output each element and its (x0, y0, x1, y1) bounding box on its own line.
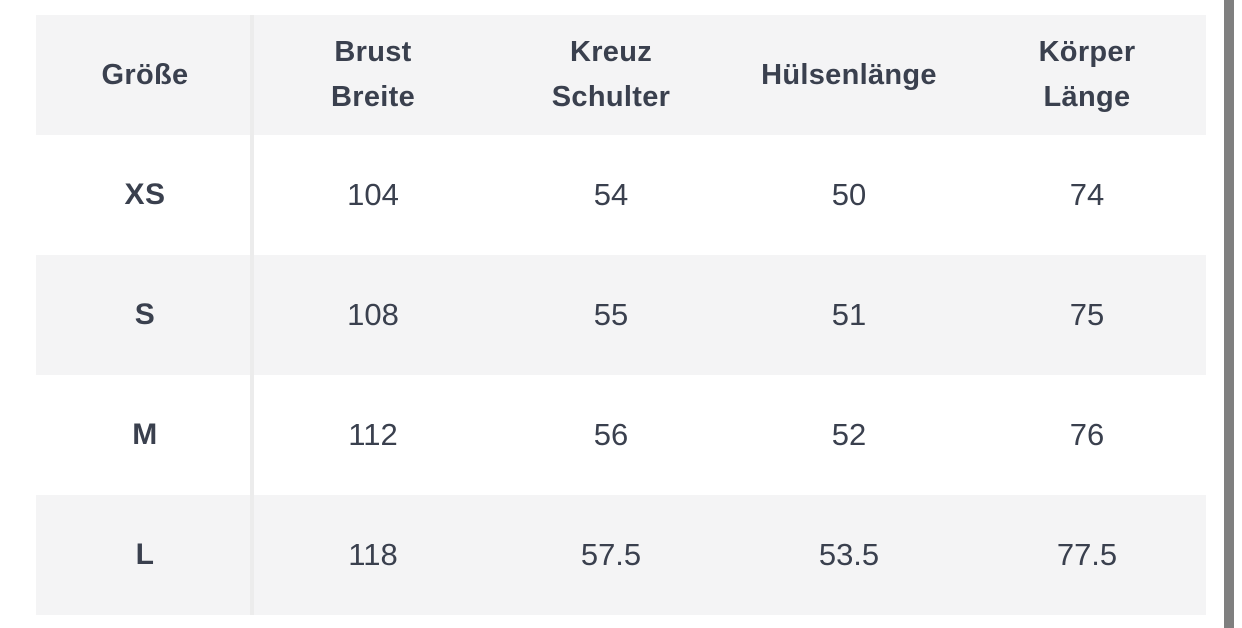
table-cell: 50 (831, 177, 867, 212)
table-cell: 77.5 (1056, 537, 1118, 572)
table-header-row: Größe Brust Breite Kreuz Schulter Hülsen… (36, 15, 1206, 135)
column-header-huelsenlaenge: Hülsenlänge (761, 58, 937, 91)
column-header-koerper-laenge: Körper Länge (1038, 36, 1136, 113)
table-cell: 54 (593, 177, 629, 212)
table-row-s: S 108 55 51 75 (36, 255, 1206, 375)
table-cell: 75 (1069, 297, 1105, 332)
table-cell: 57.5 (580, 537, 642, 572)
row-size-label: L (135, 538, 155, 571)
table-cell: 56 (593, 417, 629, 452)
table-cell: 118 (348, 537, 398, 572)
table-cell: 52 (831, 417, 867, 452)
column-header-groesse: Größe (101, 58, 189, 91)
vertical-scrollbar[interactable] (1224, 0, 1234, 628)
table-cell: 53.5 (818, 537, 880, 572)
table-cell: 112 (348, 417, 398, 452)
table-cell: 51 (831, 297, 867, 332)
table-row-m: M 112 56 52 76 (36, 375, 1206, 495)
table-cell: 74 (1069, 177, 1105, 212)
table-cell: 55 (593, 297, 629, 332)
table-row-l: L 118 57.5 53.5 77.5 (36, 495, 1206, 615)
column-header-brust-breite: Brust Breite (331, 36, 415, 113)
table-cell: 76 (1069, 417, 1105, 452)
table-cell: 108 (347, 297, 399, 332)
column-header-kreuz-schulter: Kreuz Schulter (551, 36, 671, 113)
row-size-label: M (132, 418, 158, 451)
size-chart-table: Größe Brust Breite Kreuz Schulter Hülsen… (36, 15, 1206, 615)
column-divider (250, 15, 254, 615)
row-size-label: XS (124, 178, 166, 211)
row-size-label: S (134, 298, 156, 331)
table-cell: 104 (347, 177, 399, 212)
table-row-xs: XS 104 54 50 74 (36, 135, 1206, 255)
